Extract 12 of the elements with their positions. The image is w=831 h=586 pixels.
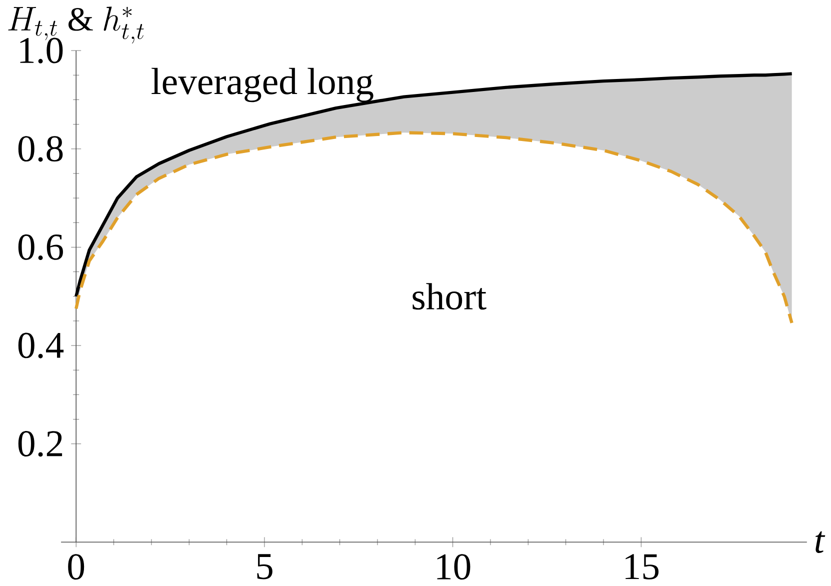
y-tick-label: 0.8 [18, 136, 63, 162]
y-tick-label: 0.2 [18, 430, 62, 457]
y-tick-label: 0.6 [18, 234, 63, 260]
x-axis-title: t [816, 531, 826, 553]
x-tick-label: 0 [68, 554, 84, 580]
x-tick-label: 15 [626, 554, 659, 580]
x-tick-label: 5 [257, 554, 272, 580]
y-tick-label: 0.4 [18, 332, 64, 358]
annotation: short [412, 283, 486, 310]
annotation: leveraged long [152, 68, 374, 102]
line-series [74, 130, 794, 324]
x-tick-label: 10 [437, 554, 470, 580]
